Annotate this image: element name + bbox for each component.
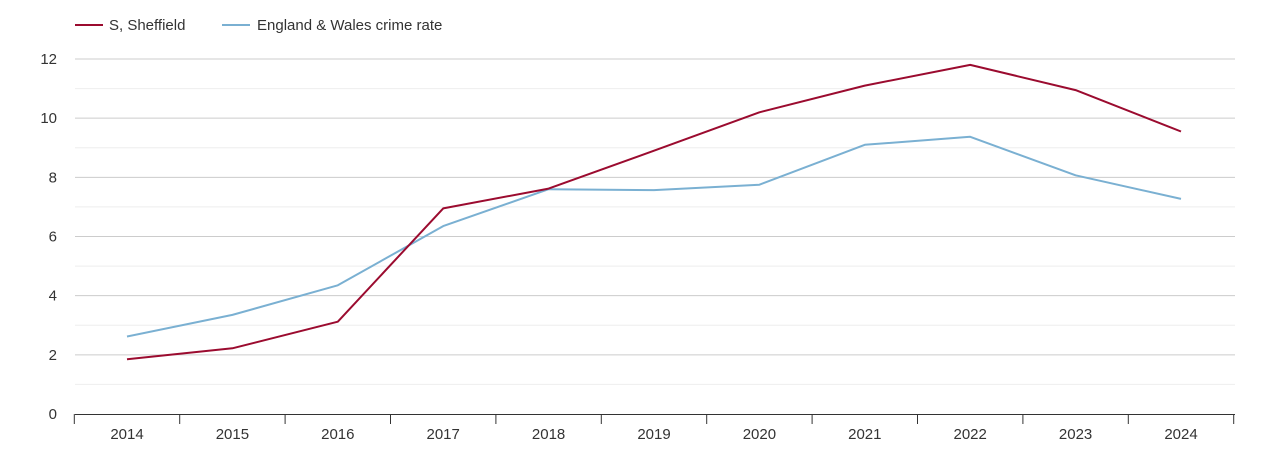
x-tick-label: 2015 [216,426,249,443]
y-tick-label: 10 [40,110,57,127]
x-tick-label: 2016 [321,426,354,443]
x-tick-label: 2014 [110,426,143,443]
x-tick-label: 2019 [637,426,670,443]
legend-label-england-wales: England & Wales crime rate [257,17,442,34]
x-tick-label: 2021 [848,426,881,443]
gridlines [75,58,1235,385]
y-axis-ticks: 0 2 4 6 8 10 12 [40,51,57,423]
legend-item-sheffield[interactable]: S, Sheffield [75,17,185,34]
series-line-sheffield [126,63,1182,361]
y-tick-label: 0 [49,406,57,423]
legend: S, Sheffield England & Wales crime rate [75,17,442,34]
legend-label-sheffield: S, Sheffield [109,17,185,34]
legend-item-england-wales[interactable]: England & Wales crime rate [222,17,442,34]
series-line-england-wales [126,135,1182,338]
x-tick-label: 2022 [954,426,987,443]
x-tick-label: 2018 [532,426,565,443]
x-axis-ticks: 2014 2015 2016 2017 2018 2019 2020 2021 2022 2023… [73,414,1235,443]
y-tick-label: 2 [49,347,57,364]
series-lines [126,63,1182,361]
x-tick-label: 2023 [1059,426,1092,443]
y-tick-label: 4 [49,288,57,305]
x-tick-label: 2020 [743,426,776,443]
y-tick-label: 8 [49,169,57,186]
x-tick-label: 2017 [427,426,460,443]
x-tick-label: 2024 [1164,426,1197,443]
y-tick-label: 6 [49,229,57,246]
y-tick-label: 12 [40,51,57,68]
